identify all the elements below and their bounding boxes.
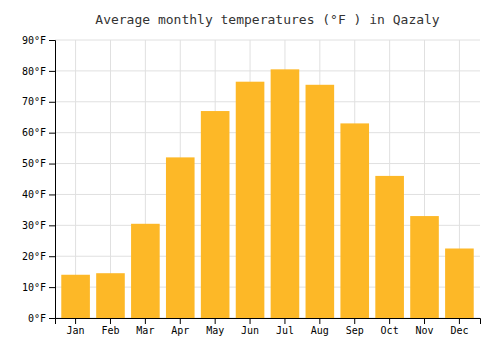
tick-mark (180, 318, 181, 324)
tick: 50°F (22, 158, 55, 169)
tick: 80°F (22, 66, 55, 77)
tick: 90°F (22, 35, 55, 46)
tick-mark (49, 40, 55, 41)
grid-line (55, 163, 480, 164)
plot: 0°F 10°F 20°F 30°F 40°F 50°F 60°F 70°F 80°F 90°F J… (22, 35, 481, 336)
tick: 10°F (22, 282, 55, 293)
bar (201, 111, 230, 318)
y-axis: 0°F 10°F 20°F 30°F 40°F 50°F 60°F 70°F 80°F 90°F (22, 35, 56, 324)
bar (340, 123, 369, 318)
tick-label: 10°F (22, 282, 46, 293)
bar (96, 273, 125, 318)
tick: Aug (311, 318, 329, 336)
tick-label: May (206, 325, 224, 336)
tick-mark (49, 102, 55, 103)
tick-mark (49, 256, 55, 257)
tick-label: Jan (67, 325, 85, 336)
tick-label: Sep (346, 325, 364, 336)
bar (61, 275, 90, 318)
tick-label: 90°F (22, 35, 46, 46)
tick-label: Jul (276, 325, 294, 336)
tick-label: 0°F (28, 313, 46, 324)
tick-label: Jun (241, 325, 259, 336)
tick: May (206, 318, 224, 336)
tick-mark (215, 318, 216, 324)
chart: 0°F 10°F 20°F 30°F 40°F 50°F 60°F 70°F 80°F 90°F J… (0, 0, 500, 350)
tick-mark (459, 318, 460, 324)
grid-line (55, 132, 480, 133)
tick-mark (284, 318, 285, 324)
tick-label: 20°F (22, 251, 46, 262)
tick-mark (110, 318, 111, 324)
tick-mark (145, 318, 146, 324)
tick-label: Mar (136, 325, 154, 336)
bar (306, 85, 335, 318)
tick: 60°F (22, 127, 55, 138)
tick-mark (250, 318, 251, 324)
grid-line (55, 101, 480, 102)
tick-label: 80°F (22, 66, 46, 77)
bar (131, 224, 160, 318)
tick-label: Oct (381, 325, 399, 336)
tick-mark (49, 133, 55, 134)
tick-mark (389, 318, 390, 324)
tick: Mar (136, 318, 154, 336)
tick-mark (319, 318, 320, 324)
tick-label: 30°F (22, 220, 46, 231)
tick: 70°F (22, 96, 55, 107)
tick-label: 70°F (22, 96, 46, 107)
tick-mark (49, 194, 55, 195)
tick: Nov (415, 318, 433, 336)
tick-mark (75, 318, 76, 324)
tick: Jun (241, 318, 259, 336)
grid (55, 40, 480, 318)
bar (236, 82, 265, 318)
tick: Sep (346, 318, 364, 336)
tick: 20°F (22, 251, 55, 262)
tick: 30°F (22, 220, 55, 231)
tick-mark (424, 318, 425, 324)
grid-line (55, 70, 480, 71)
tick-label: Aug (311, 325, 329, 336)
grid-line (55, 194, 480, 195)
tick: Feb (101, 318, 119, 336)
tick-mark (49, 287, 55, 288)
bar (410, 216, 439, 318)
tick-mark (49, 225, 55, 226)
axis-line (49, 41, 56, 319)
grid-line (55, 40, 480, 41)
tick: Dec (450, 318, 468, 336)
tick: Oct (381, 318, 399, 336)
tick-label: 60°F (22, 127, 46, 138)
bar (375, 176, 404, 318)
tick-label: Apr (171, 325, 189, 336)
tick-mark (49, 318, 55, 319)
tick: 0°F (28, 313, 55, 324)
title: Average monthly temperatures (°F ) in Qa… (95, 12, 440, 27)
bar (166, 157, 195, 318)
tick-mark (49, 71, 55, 72)
tick: Jan (67, 318, 85, 336)
tick-label: Dec (450, 325, 468, 336)
tick-label: 50°F (22, 158, 46, 169)
tick-label: Nov (415, 325, 433, 336)
tick-label: Feb (101, 325, 119, 336)
tick-label: 40°F (22, 189, 46, 200)
tick-mark (354, 318, 355, 324)
tick: 40°F (22, 189, 55, 200)
bar (271, 69, 300, 318)
tick-mark (49, 164, 55, 165)
bars (61, 69, 473, 318)
x-axis: Jan Feb Mar Apr May Jun Jul Aug Sep Oct Nov Dec (56, 318, 481, 336)
tick: Apr (171, 318, 189, 336)
bar (445, 249, 474, 319)
tick: Jul (276, 318, 294, 336)
axis-line (56, 319, 481, 325)
